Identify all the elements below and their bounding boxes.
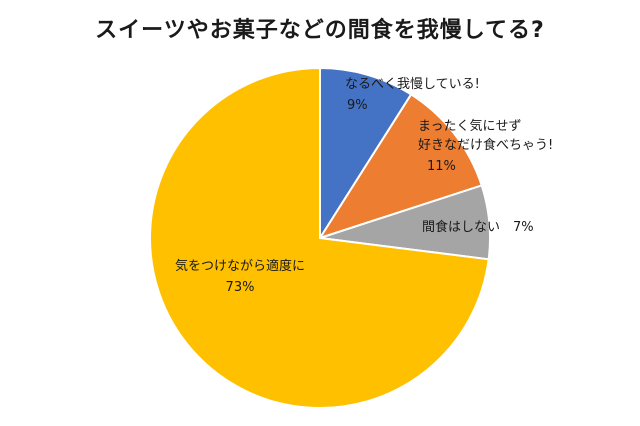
slice-pct-3: 73% xyxy=(226,280,255,295)
pie-slice-3 xyxy=(149,66,490,409)
slice-pct-0: 9% xyxy=(347,98,368,113)
pie-slice-1 xyxy=(317,93,483,240)
slice-label-1-line-0: まったく気にせず xyxy=(418,118,521,134)
slice-label-2: 間食はしない 7% xyxy=(422,219,534,235)
slice-label-3-line-0: 気をつけながら適度に xyxy=(175,258,305,274)
chart-title: スイーツやお菓子などの間食を我慢してる? xyxy=(95,18,545,43)
pie-slice-0 xyxy=(319,66,413,242)
slice-label-0-line-0: なるべく我慢している! xyxy=(345,76,480,92)
slice-label-1-line-1: 好きなだけ食べちゃう! xyxy=(418,137,553,153)
slice-pct-1: 11% xyxy=(427,159,456,174)
